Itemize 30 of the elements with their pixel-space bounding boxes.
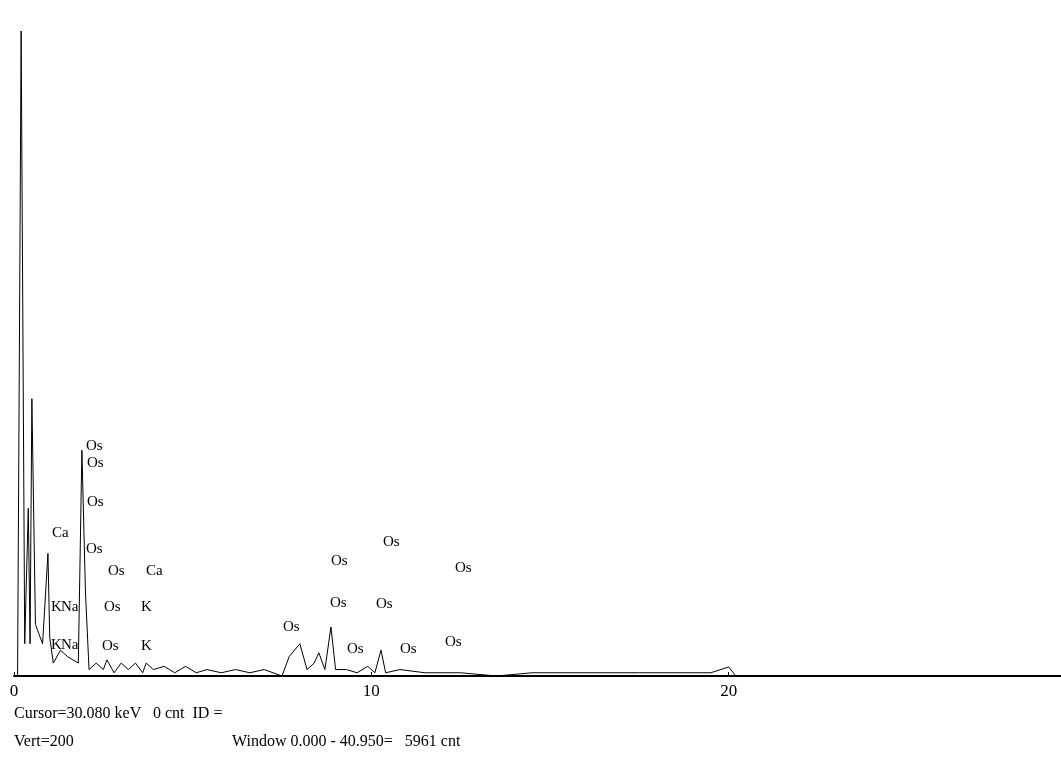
annotation: Os xyxy=(104,598,121,614)
annotation: Os xyxy=(102,637,119,653)
annotation: Os xyxy=(400,640,417,656)
annotation: Os xyxy=(455,559,472,575)
annotation: Os xyxy=(86,540,103,556)
annotation: Os xyxy=(87,493,104,509)
annotation: Ca xyxy=(52,524,69,540)
annotation: Os xyxy=(383,533,400,549)
annotation: Os xyxy=(283,618,300,634)
annotation: K xyxy=(141,598,152,614)
annotation: Os xyxy=(347,640,364,656)
annotation: K xyxy=(51,598,62,614)
annotation: K xyxy=(51,636,62,652)
annotation: Ca xyxy=(146,562,163,578)
annotation: Os xyxy=(87,454,104,470)
annotation: Na xyxy=(61,598,79,614)
x-tick-label: 20 xyxy=(720,681,738,700)
annotation: Os xyxy=(376,595,393,611)
annotation: Os xyxy=(86,437,103,453)
x-tick-label: 0 xyxy=(9,681,19,700)
text: Window 0.000 - 40.950= 5961 cnt xyxy=(232,731,461,749)
text: Cursor=30.080 keV 0 cnt ID = xyxy=(14,703,223,721)
annotation: Os xyxy=(331,552,348,568)
annotation: K xyxy=(141,637,152,653)
annotation: Os xyxy=(330,594,347,610)
annotation: Os xyxy=(108,562,125,578)
annotation: Na xyxy=(61,636,79,652)
text: Vert=200 xyxy=(14,731,74,749)
annotation: Os xyxy=(445,633,462,649)
x-tick-label: 10 xyxy=(362,681,380,700)
